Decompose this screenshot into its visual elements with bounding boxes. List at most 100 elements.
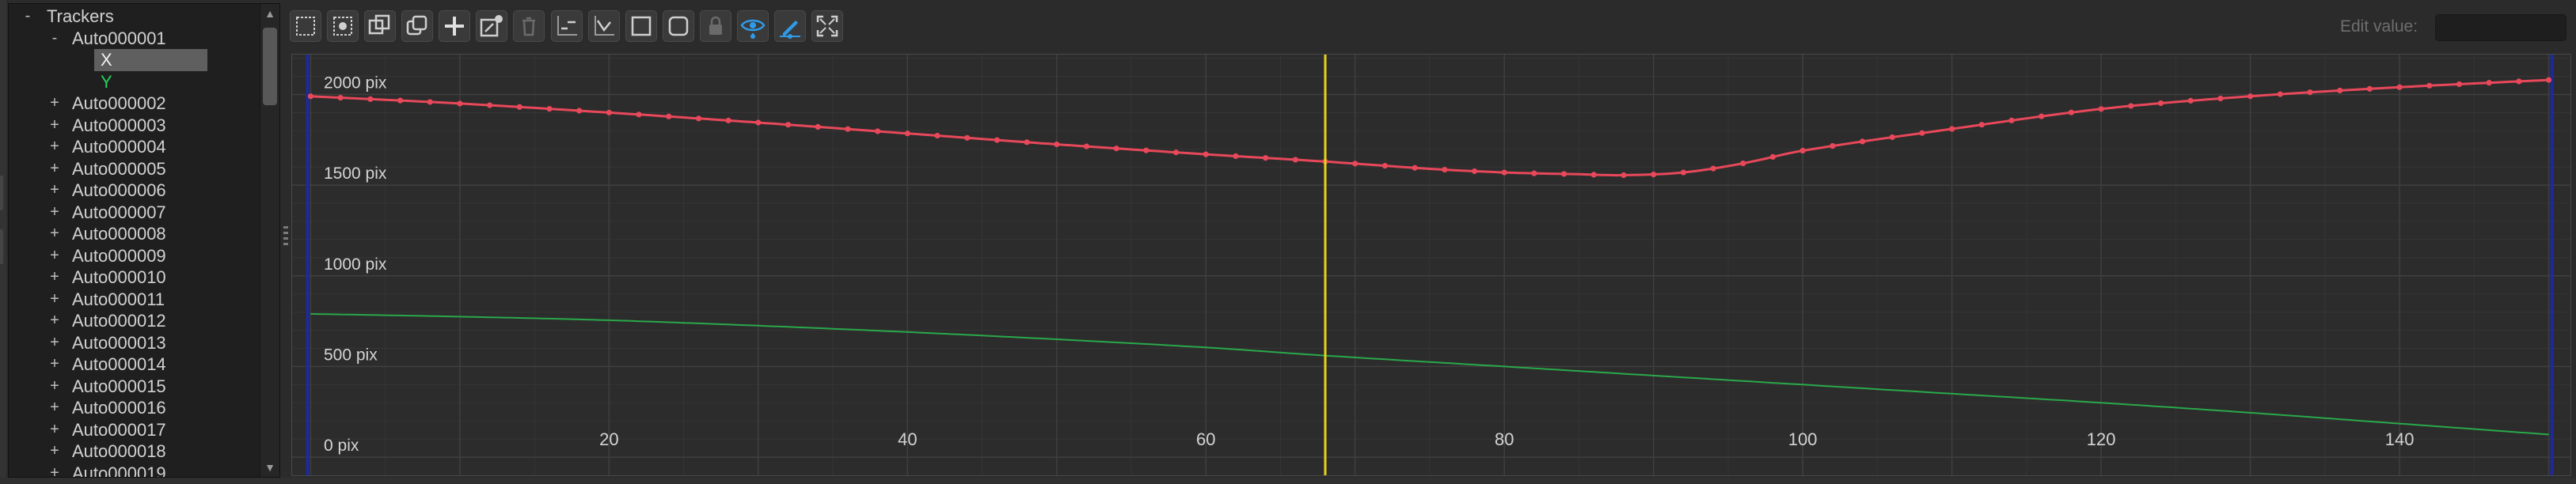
add-keyframe-button[interactable] (439, 10, 470, 42)
keyframe-point (845, 126, 851, 132)
expand-icon[interactable]: + (50, 115, 59, 134)
tree-item-x-channel[interactable]: X (9, 49, 259, 71)
expand-icon[interactable]: + (50, 376, 59, 395)
keyframe-point (2008, 117, 2015, 123)
left-panel-edge (0, 0, 6, 484)
copy-button[interactable] (364, 10, 396, 42)
curve-graph-canvas[interactable]: 0 pix 500 pix 1000 pix 1500 pix 2000 pix 20 40… (292, 55, 2570, 475)
keyframe-point (695, 115, 702, 122)
keyframe-point (2516, 78, 2522, 85)
tree-item-tracker[interactable]: + Auto000016 (9, 397, 259, 419)
expand-icon[interactable]: + (50, 181, 59, 199)
collapse-icon[interactable]: - (51, 28, 58, 47)
select-all-icon (296, 17, 315, 36)
edit-pen-button[interactable] (774, 10, 806, 42)
fit-view-button[interactable] (811, 10, 843, 42)
graph-background (292, 55, 2570, 475)
tree-item-y-channel[interactable]: Y (9, 71, 259, 93)
keyframe-point (1352, 161, 1358, 167)
tree-scrollbar[interactable]: ▲ ▼ (260, 4, 279, 477)
tree-item-tracker[interactable]: + Auto000015 (9, 376, 259, 398)
smooth-button[interactable] (663, 10, 694, 42)
x-tick-label: 100 (1788, 429, 1818, 449)
curve-series-1 (310, 78, 2549, 177)
y-tick-label: 500 pix (324, 346, 378, 364)
keyframe-point (1531, 170, 1537, 176)
expand-icon[interactable]: + (50, 289, 59, 308)
keyframe-point (2128, 103, 2134, 109)
tree-item-label: Auto000016 (72, 398, 166, 418)
tree-item-tracker[interactable]: + Auto000008 (9, 223, 259, 245)
expand-icon[interactable]: + (50, 420, 59, 438)
tree-item-tracker[interactable]: + Auto000014 (9, 354, 259, 376)
tracker-tree[interactable]: - Trackers - Auto000001 X Y + Auto000002 +… (8, 3, 280, 478)
tree-item-tracker[interactable]: + Auto000013 (9, 332, 259, 354)
expand-icon[interactable]: + (50, 138, 59, 155)
expand-icon[interactable]: + (50, 268, 59, 285)
expand-icon[interactable]: + (50, 399, 59, 416)
tree-item-auto000001[interactable]: - Auto000001 (9, 28, 259, 50)
expand-icon[interactable]: + (50, 225, 59, 242)
extrapolate-button[interactable] (551, 10, 583, 42)
edit-value-label: Edit value: (2340, 17, 2418, 36)
keyframe-point (2396, 84, 2403, 90)
panel-splitter[interactable] (282, 0, 290, 484)
interpolate-button[interactable] (588, 10, 620, 42)
lock-icon (709, 16, 722, 35)
tree-item-tracker[interactable]: + Auto000002 (9, 93, 259, 115)
y-tick-label: 1000 pix (324, 255, 387, 274)
expand-icon[interactable]: + (50, 246, 59, 264)
duplicate-icon (406, 15, 427, 36)
tree-item-label: Auto000009 (72, 245, 166, 266)
expand-icon[interactable]: + (50, 159, 59, 177)
tree-item-tracker[interactable]: + Auto000004 (9, 136, 259, 158)
expand-icon[interactable]: + (50, 333, 59, 351)
keyframe-point (1024, 139, 1030, 146)
select-all-button[interactable] (290, 10, 321, 42)
tree-item-tracker[interactable]: + Auto000017 (9, 419, 259, 441)
keyframe-point (1710, 165, 1716, 172)
add-curve-button[interactable] (476, 10, 507, 42)
linear-button[interactable] (625, 10, 657, 42)
select-keyframe-button[interactable] (327, 10, 359, 42)
add-keyframe-icon (445, 17, 464, 36)
splitter-grip-icon[interactable] (283, 226, 288, 248)
keyframe-point (576, 108, 583, 114)
tracker-tree-rows: - Trackers - Auto000001 X Y + Auto000002 +… (9, 6, 259, 478)
curve-graph[interactable]: 0 pix 500 pix 1000 pix 1500 pix 2000 pix 20 40… (291, 54, 2571, 476)
expand-icon[interactable]: + (50, 94, 59, 112)
tree-item-tracker[interactable]: + Auto000003 (9, 115, 259, 137)
duplicate-button[interactable] (401, 10, 433, 42)
expand-icon[interactable]: + (50, 312, 59, 329)
edit-value-field[interactable] (2435, 14, 2567, 41)
tree-item-tracker[interactable]: + Auto000005 (9, 158, 259, 180)
scrollbar-thumb[interactable] (263, 28, 277, 105)
scroll-up-icon[interactable]: ▲ (264, 7, 275, 20)
expand-icon[interactable]: + (50, 202, 59, 221)
tree-item-tracker[interactable]: + Auto000010 (9, 267, 259, 289)
tree-item-tracker[interactable]: + Auto000006 (9, 180, 259, 202)
keyframe-point (2426, 82, 2433, 89)
keyframe-point (1381, 163, 1389, 169)
keyframe-point (1411, 164, 1418, 171)
visibility-eye-button[interactable] (737, 10, 769, 42)
tree-item-label: Y (101, 71, 112, 92)
tree-item-tracker[interactable]: + Auto000011 (9, 289, 259, 311)
tree-item-tracker[interactable]: + Auto000007 (9, 202, 259, 224)
keyframe-point (486, 102, 493, 108)
status-strip (0, 478, 2576, 484)
expand-icon[interactable]: + (50, 355, 59, 372)
expand-icon[interactable]: + (50, 463, 59, 478)
panel-handle[interactable] (0, 176, 3, 210)
tree-item-tracker[interactable]: + Auto000018 (9, 441, 259, 463)
tree-item-tracker[interactable]: + Auto000012 (9, 310, 259, 332)
scroll-down-icon[interactable]: ▼ (264, 461, 275, 474)
tree-item-tracker[interactable]: + Auto000009 (9, 245, 259, 267)
collapse-icon[interactable]: - (25, 7, 31, 25)
tree-item-trackers[interactable]: - Trackers (9, 6, 259, 28)
tree-item-label: Auto000015 (72, 376, 166, 396)
panel-handle[interactable] (0, 229, 3, 264)
expand-icon[interactable]: + (50, 442, 59, 459)
tree-item-tracker[interactable]: + Auto000019 (9, 463, 259, 478)
keyframe-point (307, 93, 314, 100)
